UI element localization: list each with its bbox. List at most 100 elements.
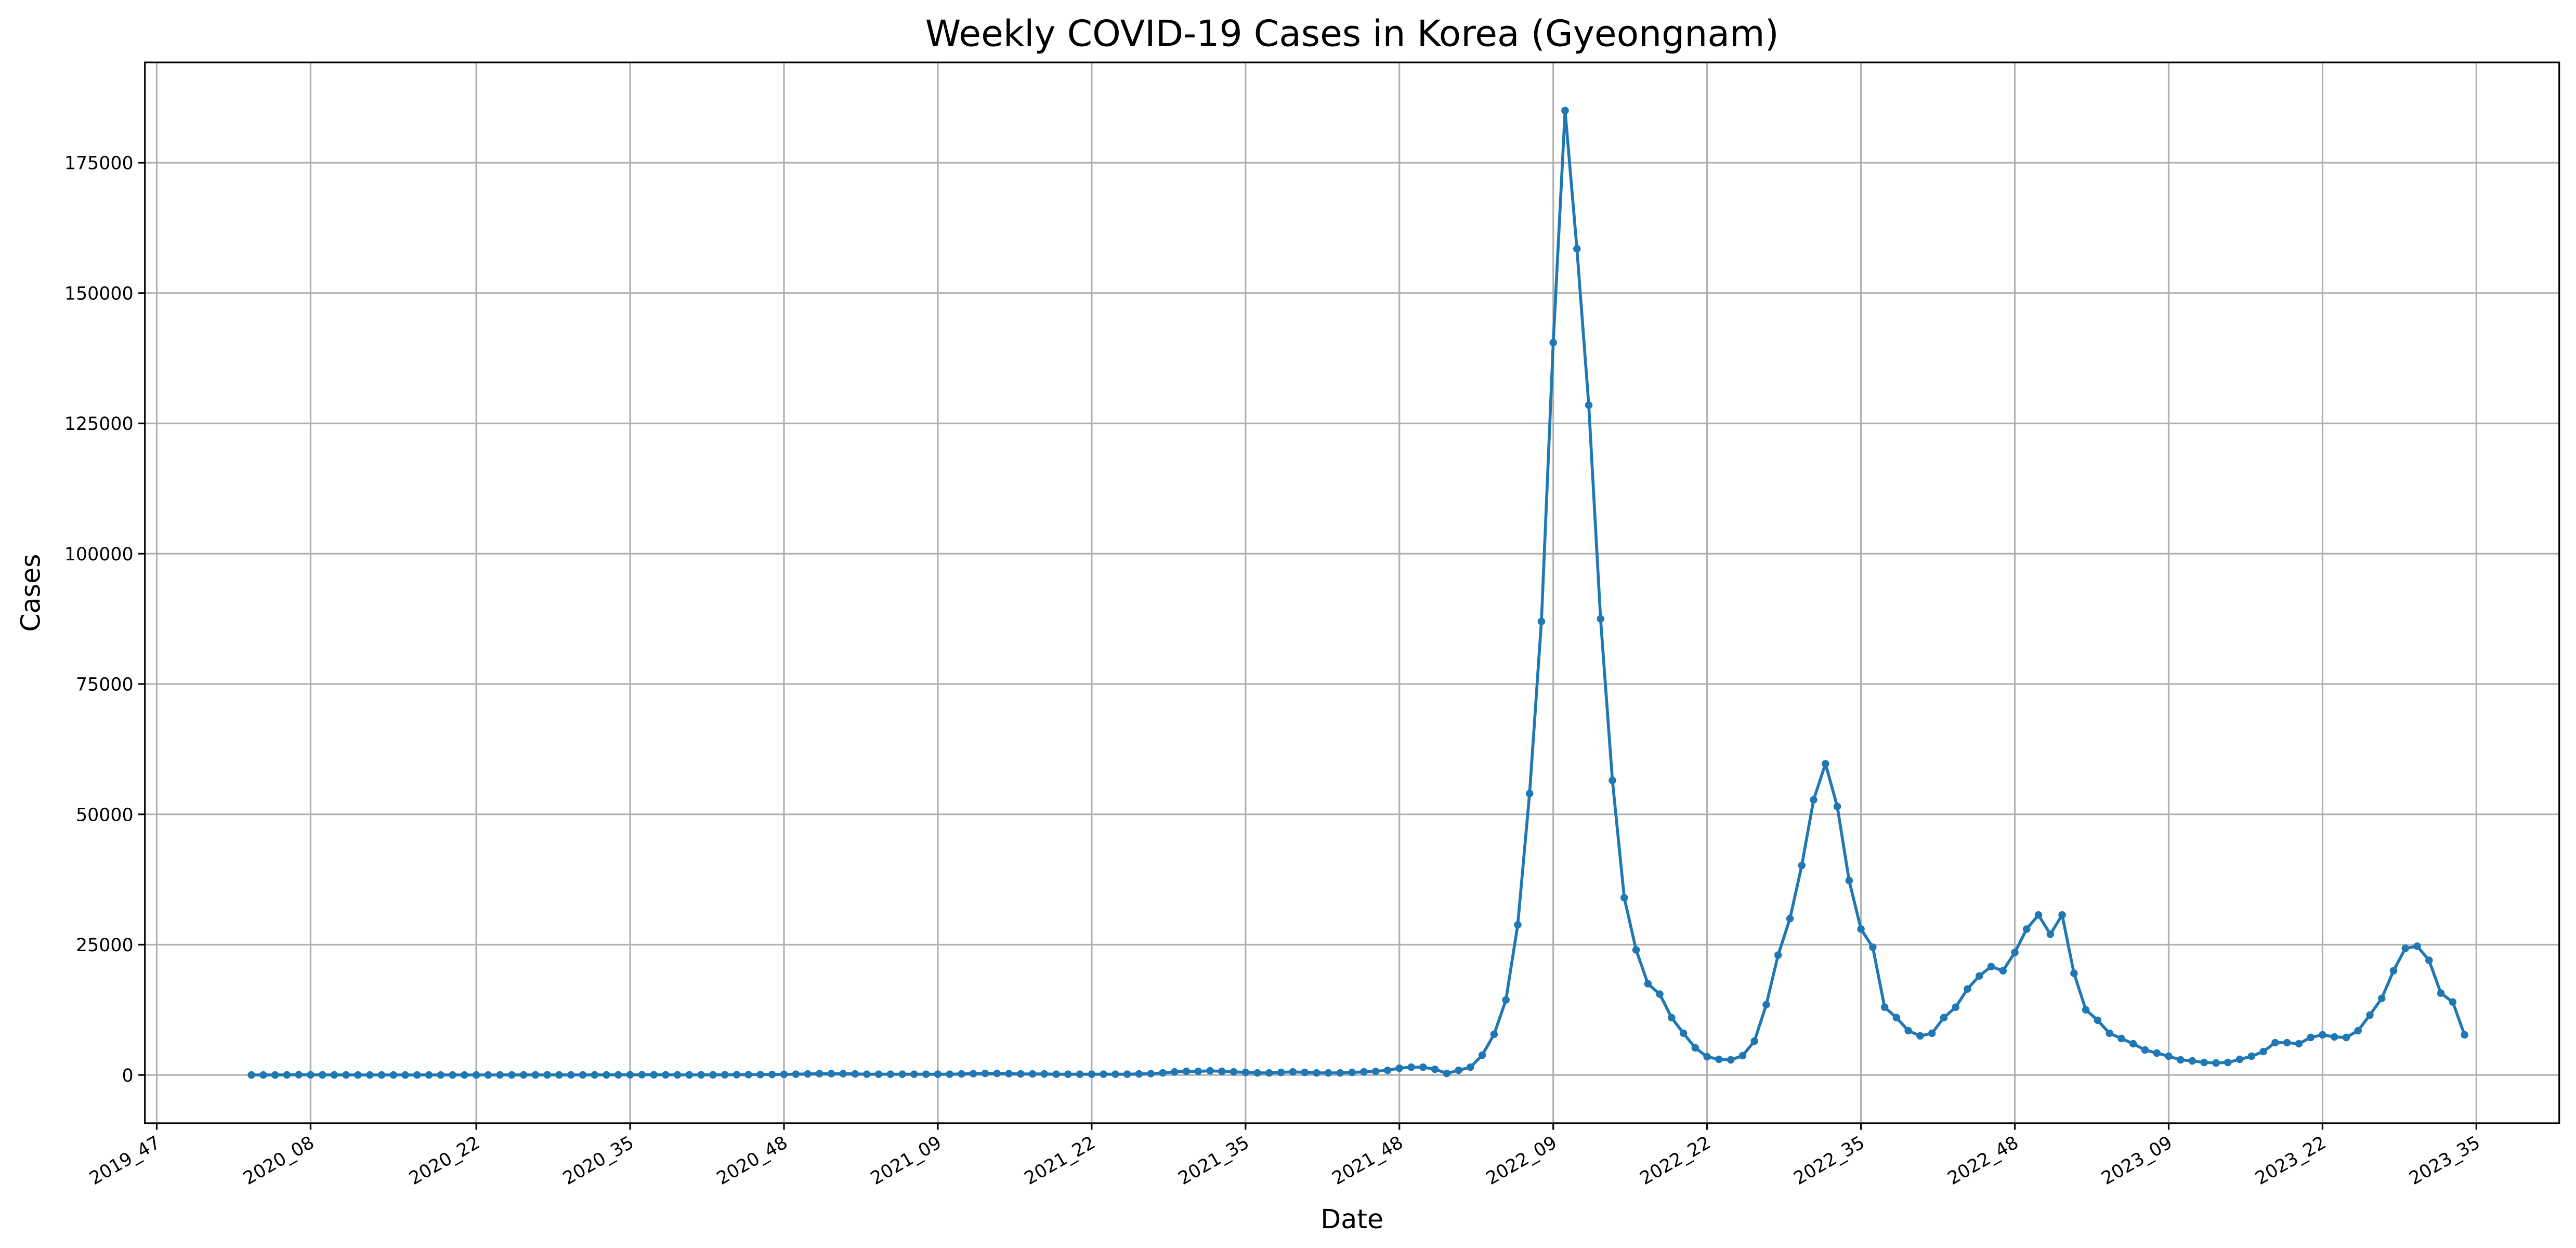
data-point bbox=[437, 1071, 445, 1079]
data-point bbox=[839, 1070, 847, 1078]
data-point bbox=[519, 1071, 528, 1079]
data-point bbox=[614, 1071, 622, 1079]
data-point bbox=[1159, 1069, 1167, 1077]
chart-title: Weekly COVID-19 Cases in Korea (Gyeongna… bbox=[925, 12, 1779, 55]
data-point bbox=[1537, 618, 1546, 625]
data-point bbox=[780, 1070, 788, 1079]
data-point bbox=[2413, 942, 2421, 950]
data-point bbox=[2141, 1046, 2149, 1054]
data-point bbox=[1774, 951, 1782, 959]
data-point bbox=[898, 1070, 906, 1078]
data-point bbox=[922, 1070, 930, 1078]
data-point bbox=[1419, 1063, 1427, 1071]
data-point bbox=[1561, 107, 1569, 115]
data-point bbox=[318, 1071, 326, 1079]
grid bbox=[145, 62, 2559, 1123]
data-point bbox=[851, 1070, 859, 1078]
data-point bbox=[2319, 1031, 2326, 1039]
data-point bbox=[472, 1071, 480, 1079]
data-point bbox=[1147, 1070, 1155, 1078]
data-point bbox=[567, 1071, 575, 1079]
data-point bbox=[1916, 1032, 1924, 1040]
data-point bbox=[2224, 1058, 2232, 1067]
plot-frame bbox=[144, 61, 2560, 1124]
data-point bbox=[2023, 925, 2031, 933]
y-tick-label: 175000 bbox=[64, 153, 134, 174]
data-point bbox=[461, 1071, 468, 1079]
data-point bbox=[709, 1071, 717, 1079]
data-point bbox=[2366, 1011, 2374, 1019]
data-point bbox=[2354, 1027, 2362, 1035]
data-point bbox=[1738, 1052, 1747, 1060]
data-point bbox=[1490, 1030, 1498, 1039]
data-point bbox=[1336, 1069, 1344, 1077]
data-point bbox=[2342, 1033, 2350, 1042]
data-point bbox=[2176, 1056, 2185, 1064]
data-point bbox=[1088, 1070, 1096, 1078]
data-point bbox=[2401, 944, 2410, 952]
data-point bbox=[1112, 1070, 1119, 1078]
data-point bbox=[827, 1070, 835, 1078]
data-point bbox=[2082, 1006, 2090, 1014]
data-point bbox=[496, 1071, 504, 1079]
data-point bbox=[2330, 1033, 2338, 1041]
data-point bbox=[2295, 1040, 2303, 1048]
data-point bbox=[413, 1071, 421, 1079]
y-tick-label: 75000 bbox=[76, 675, 134, 695]
data-point bbox=[1715, 1055, 1723, 1063]
data-point bbox=[1028, 1070, 1037, 1078]
data-point bbox=[685, 1071, 694, 1079]
data-point bbox=[2307, 1033, 2315, 1042]
data-point bbox=[2129, 1040, 2137, 1048]
data-point bbox=[1656, 990, 1664, 998]
data-point bbox=[2247, 1052, 2256, 1060]
data-point bbox=[1040, 1070, 1049, 1078]
y-tick-label: 125000 bbox=[64, 414, 134, 435]
data-point bbox=[1241, 1068, 1250, 1076]
data-point bbox=[543, 1071, 551, 1079]
data-point bbox=[650, 1071, 658, 1079]
data-point bbox=[1383, 1066, 1392, 1074]
data-point bbox=[1762, 1001, 1770, 1009]
data-point bbox=[1525, 790, 1534, 797]
data-point bbox=[1348, 1068, 1356, 1076]
data-point bbox=[1135, 1070, 1143, 1078]
data-point bbox=[1975, 972, 1983, 980]
data-point bbox=[1182, 1067, 1191, 1075]
data-point bbox=[389, 1071, 398, 1079]
data-point bbox=[1253, 1069, 1261, 1077]
data-point bbox=[1691, 1044, 1699, 1052]
data-point bbox=[283, 1071, 291, 1079]
data-point bbox=[1632, 946, 1640, 954]
data-point bbox=[1005, 1070, 1013, 1078]
data-point bbox=[638, 1071, 646, 1079]
data-point bbox=[330, 1071, 338, 1079]
data-point bbox=[2283, 1039, 2291, 1047]
data-point bbox=[816, 1070, 823, 1078]
data-point bbox=[2070, 969, 2078, 977]
data-point bbox=[247, 1071, 255, 1079]
data-point bbox=[377, 1071, 386, 1079]
data-point bbox=[579, 1071, 587, 1079]
data-point bbox=[1833, 803, 1841, 810]
data-point bbox=[1407, 1063, 1415, 1071]
data-point bbox=[1892, 1014, 1901, 1022]
data-point bbox=[2106, 1029, 2113, 1037]
data-point bbox=[1017, 1070, 1025, 1078]
data-point bbox=[733, 1071, 741, 1079]
data-point bbox=[1999, 967, 2007, 975]
data-point bbox=[295, 1071, 303, 1079]
data-point bbox=[2437, 989, 2445, 997]
data-point bbox=[1360, 1068, 1368, 1076]
data-point bbox=[946, 1070, 953, 1078]
data-point bbox=[1928, 1029, 1936, 1037]
data-point bbox=[449, 1071, 456, 1079]
data-point bbox=[2425, 956, 2433, 964]
data-point bbox=[1597, 615, 1605, 623]
data-point bbox=[1100, 1070, 1107, 1078]
data-point bbox=[1324, 1069, 1332, 1077]
y-tick-label: 50000 bbox=[76, 805, 134, 825]
data-point bbox=[1585, 401, 1593, 409]
data-point bbox=[2011, 949, 2019, 956]
